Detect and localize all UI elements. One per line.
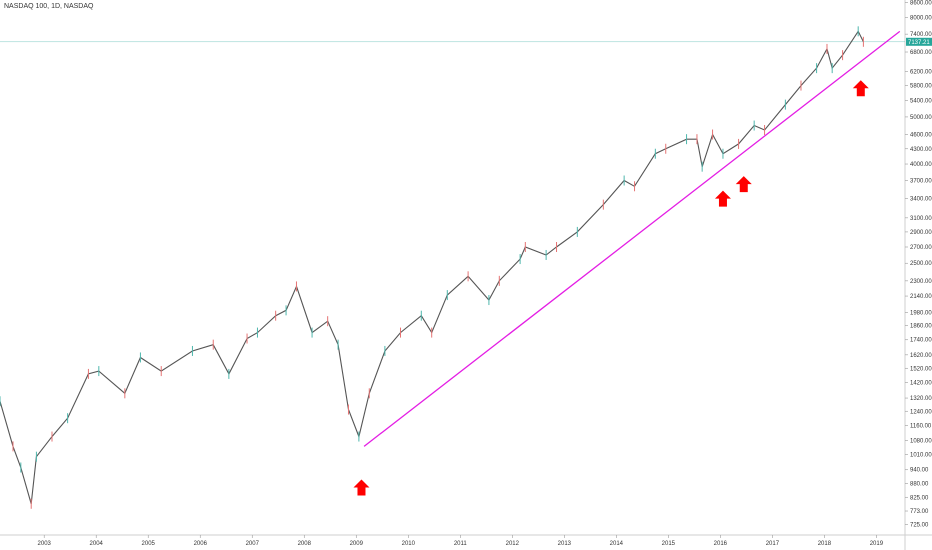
up-arrow-icon: [735, 176, 752, 193]
y-tick-label: 6800.00: [910, 50, 932, 56]
x-tick-label: 2005: [142, 541, 156, 547]
y-tick-label: 3700.00: [910, 178, 932, 184]
support-trendline: [363, 30, 901, 447]
y-tick-label: 8000.00: [910, 16, 932, 22]
y-tick-label: 940.00: [910, 468, 929, 474]
y-tick-label: 1420.00: [910, 381, 932, 387]
y-tick-label: 4300.00: [910, 147, 932, 153]
y-tick-label: 2900.00: [910, 230, 932, 236]
y-tick-label: 6200.00: [910, 70, 932, 76]
x-tick-label: 2010: [402, 541, 416, 547]
x-tick-label: 2017: [766, 541, 780, 547]
x-tick-label: 2011: [454, 541, 468, 547]
x-tick-label: 2006: [194, 541, 208, 547]
y-tick-label: 880.00: [910, 482, 929, 488]
y-tick-label: 7400.00: [910, 32, 932, 38]
x-tick-label: 2016: [714, 541, 728, 547]
x-tick-label: 2004: [90, 541, 104, 547]
x-tick-label: 2019: [870, 541, 884, 547]
y-tick-label: 4000.00: [910, 162, 932, 168]
y-tick-label: 8600.00: [910, 0, 932, 6]
up-arrow-icon: [852, 80, 869, 97]
y-tick-label: 1160.00: [910, 423, 932, 429]
chart-title: NASDAQ 100, 1D, NASDAQ: [4, 3, 94, 10]
up-arrow-icon: [353, 479, 370, 496]
x-tick-label: 2012: [506, 541, 520, 547]
y-tick-label: 1080.00: [910, 438, 932, 444]
y-tick-label: 725.00: [910, 523, 929, 529]
y-tick-label: 773.00: [910, 509, 929, 515]
y-tick-label: 1320.00: [910, 396, 932, 402]
up-arrow-icon: [714, 190, 731, 207]
y-tick-label: 2500.00: [910, 261, 932, 267]
y-tick-label: 4600.00: [910, 133, 932, 139]
y-tick-label: 5000.00: [910, 115, 932, 121]
x-tick-label: 2008: [298, 541, 312, 547]
x-tick-label: 2018: [818, 541, 832, 547]
y-tick-label: 5800.00: [910, 84, 932, 90]
y-tick-label: 5400.00: [910, 99, 932, 105]
y-tick-label: 3100.00: [910, 216, 932, 222]
y-tick-label: 1520.00: [910, 366, 932, 372]
current-price-badge: [906, 37, 932, 46]
y-tick-label: 1740.00: [910, 338, 932, 344]
y-tick-label: 2140.00: [910, 294, 932, 300]
y-tick-label: 1980.00: [910, 310, 932, 316]
price-series-line: [0, 30, 864, 504]
y-tick-label: 3400.00: [910, 196, 932, 202]
y-tick-label: 2300.00: [910, 279, 932, 285]
x-tick-label: 2014: [610, 541, 624, 547]
y-tick-label: 825.00: [910, 495, 929, 501]
x-tick-label: 2007: [246, 541, 260, 547]
current-price-label: 7137.21: [908, 40, 930, 46]
x-tick-label: 2003: [38, 541, 52, 547]
y-tick-label: 1860.00: [910, 324, 932, 330]
y-tick-label: 1010.00: [910, 453, 932, 459]
x-tick-label: 2013: [558, 541, 572, 547]
y-tick-label: 1240.00: [910, 409, 932, 415]
y-tick-label: 2700.00: [910, 245, 932, 251]
x-tick-label: 2009: [350, 541, 364, 547]
y-tick-label: 1620.00: [910, 353, 932, 359]
x-tick-label: 2015: [662, 541, 676, 547]
